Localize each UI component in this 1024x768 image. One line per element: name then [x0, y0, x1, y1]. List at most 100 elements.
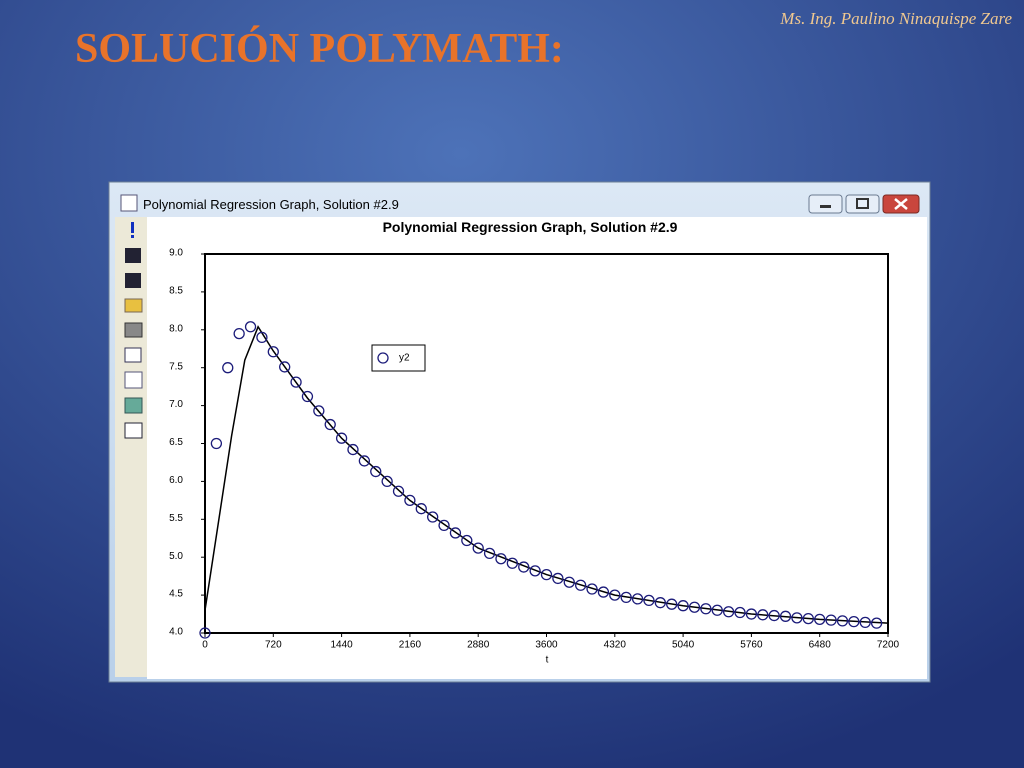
close-icon — [894, 198, 908, 210]
x-tick-label: 5040 — [672, 640, 695, 651]
minimize-icon — [820, 205, 831, 208]
author: Ms. Ing. Paulino Ninaquispe Zare — [779, 9, 1012, 28]
data-point — [449, 527, 462, 539]
x-tick-label: 5760 — [740, 640, 763, 651]
data-point — [677, 600, 689, 612]
edit-button[interactable] — [124, 397, 143, 414]
data-point — [335, 432, 348, 444]
data-point — [313, 405, 325, 417]
data-point — [586, 583, 598, 595]
data-point — [199, 627, 211, 639]
data-point — [210, 437, 223, 450]
y-tick-label: 4.0 — [169, 627, 183, 638]
data-point — [290, 376, 302, 388]
plot-panel — [147, 217, 927, 679]
maximize-icon — [856, 198, 869, 209]
data-point — [461, 534, 473, 547]
graph-button[interactable] — [124, 371, 143, 389]
x-tick-label: 2160 — [399, 640, 422, 651]
y-tick-label: 8.5 — [169, 286, 183, 297]
data-point — [643, 594, 655, 607]
save-button[interactable] — [125, 248, 141, 263]
data-point — [233, 327, 245, 340]
x-tick-label: 2880 — [467, 640, 490, 651]
x-tick-label: 7200 — [877, 640, 900, 651]
data-point — [836, 615, 849, 627]
data-point — [575, 579, 587, 591]
x-tick-label: 4320 — [604, 640, 627, 651]
data-point — [734, 606, 746, 619]
data-point — [540, 568, 553, 581]
y-tick-label: 8.0 — [169, 323, 183, 334]
run-dot — [131, 235, 134, 238]
print-button[interactable] — [124, 322, 143, 338]
data-point — [324, 418, 336, 431]
chart-title: Polynomial Regression Graph, Solution #2… — [383, 219, 678, 235]
y-tick-label: 5.5 — [169, 513, 183, 524]
open-button[interactable] — [124, 298, 143, 313]
data-point — [654, 597, 666, 609]
data-point — [859, 616, 871, 629]
data-point — [563, 576, 575, 588]
data-point — [700, 603, 712, 615]
x-tick-label: 3600 — [535, 640, 558, 651]
chart: 4.0 4.5 5.0 5.5 6.0 6.5 7.0 7.5 8.0 8.5 9.0 0 720 144… — [169, 248, 899, 651]
data-point — [620, 591, 632, 604]
data-point — [666, 598, 678, 610]
data-point — [631, 593, 644, 605]
data-point — [791, 612, 803, 624]
data-point — [415, 503, 427, 515]
y-tick-label: 6.0 — [169, 475, 183, 486]
data-point — [722, 606, 735, 618]
data-point — [814, 613, 826, 626]
toolbar — [115, 217, 147, 677]
legend-label: y2 — [399, 353, 410, 364]
data-point — [301, 390, 314, 403]
data-point — [506, 557, 518, 569]
data-point — [711, 604, 723, 616]
copy-button[interactable] — [124, 347, 142, 363]
data-point — [347, 443, 359, 456]
window-icon — [120, 194, 138, 212]
data-point — [222, 362, 234, 374]
data-point — [848, 615, 860, 628]
fit-line — [204, 325, 889, 624]
data-point — [244, 321, 257, 333]
window-title: Polynomial Regression Graph, Solution #2… — [143, 197, 399, 212]
data-point — [472, 542, 484, 554]
data-point — [256, 331, 268, 344]
maximize-button[interactable] — [845, 194, 880, 214]
data-point — [404, 494, 416, 507]
run-button[interactable] — [131, 222, 134, 233]
x-axis-label: t — [546, 655, 549, 666]
data-point — [552, 572, 564, 585]
data-point — [870, 617, 883, 629]
slide-title: SOLUCIÓN POLYMATH: — [75, 25, 564, 72]
x-tick-label: 1440 — [330, 640, 353, 651]
data-point — [825, 614, 837, 626]
data-point — [529, 565, 541, 577]
y-tick-label: 7.0 — [169, 399, 183, 410]
data-point — [597, 586, 610, 598]
data-point — [518, 561, 530, 573]
window: Polynomial Regression Graph, Solution #2… — [108, 181, 931, 683]
data-point — [370, 465, 382, 478]
data-point — [279, 361, 291, 373]
data-point — [392, 485, 405, 497]
y-tick-label: 5.0 — [169, 551, 183, 562]
legend-box — [371, 344, 426, 372]
data-point — [438, 519, 450, 532]
data-point — [267, 346, 279, 358]
table-button[interactable] — [124, 422, 143, 439]
data-point — [802, 612, 814, 625]
save-as-button[interactable] — [125, 273, 141, 288]
data-point — [688, 601, 701, 613]
y-tick-label: 7.5 — [169, 361, 183, 372]
data-point — [381, 475, 393, 488]
data-point — [427, 511, 439, 523]
minimize-button[interactable] — [808, 194, 843, 214]
y-tick-label: 9.0 — [169, 248, 183, 259]
data-point — [358, 455, 371, 467]
x-tick-label: 720 — [265, 640, 282, 651]
